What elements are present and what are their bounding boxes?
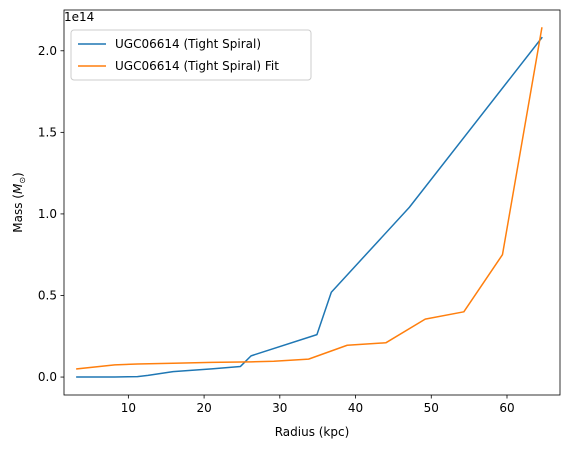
y-axis-label-subscript: ⊙ <box>18 177 27 184</box>
legend-box <box>70 29 312 81</box>
x-tick-label: 30 <box>272 401 287 415</box>
y-axis-label-suffix: ) <box>11 172 25 177</box>
y-tick-label: 1.0 <box>38 207 57 221</box>
y-offset-text: 1e14 <box>64 10 94 24</box>
x-axis-label: Radius (kpc) <box>275 425 350 439</box>
y-tick-label: 2.0 <box>38 44 57 58</box>
y-tick-label: 1.5 <box>38 125 57 139</box>
series-line-1 <box>76 36 543 378</box>
legend-label-2: UGC06614 (Tight Spiral) Fit <box>115 59 279 73</box>
series-layer <box>76 27 543 378</box>
y-axis-label-prefix: Mass ( <box>11 194 25 233</box>
x-axis: 10 20 30 40 50 60 <box>121 395 515 415</box>
x-tick-label: 60 <box>499 401 514 415</box>
y-axis: 0.0 0.5 1.0 1.5 2.0 <box>38 44 64 384</box>
x-tick-label: 40 <box>348 401 363 415</box>
x-tick-label: 50 <box>424 401 439 415</box>
y-axis-label-symbol: M <box>11 183 25 194</box>
x-tick-label: 10 <box>121 401 136 415</box>
y-tick-label: 0.0 <box>38 370 57 384</box>
y-tick-label: 0.5 <box>38 288 57 302</box>
series-line-2 <box>76 27 543 370</box>
y-axis-label: Mass (M⊙) <box>11 172 27 232</box>
x-tick-label: 20 <box>196 401 211 415</box>
legend: UGC06614 (Tight Spiral) UGC06614 (Tight S… <box>70 29 312 81</box>
legend-label-1: UGC06614 (Tight Spiral) <box>115 37 261 51</box>
plot-frame <box>63 9 561 396</box>
